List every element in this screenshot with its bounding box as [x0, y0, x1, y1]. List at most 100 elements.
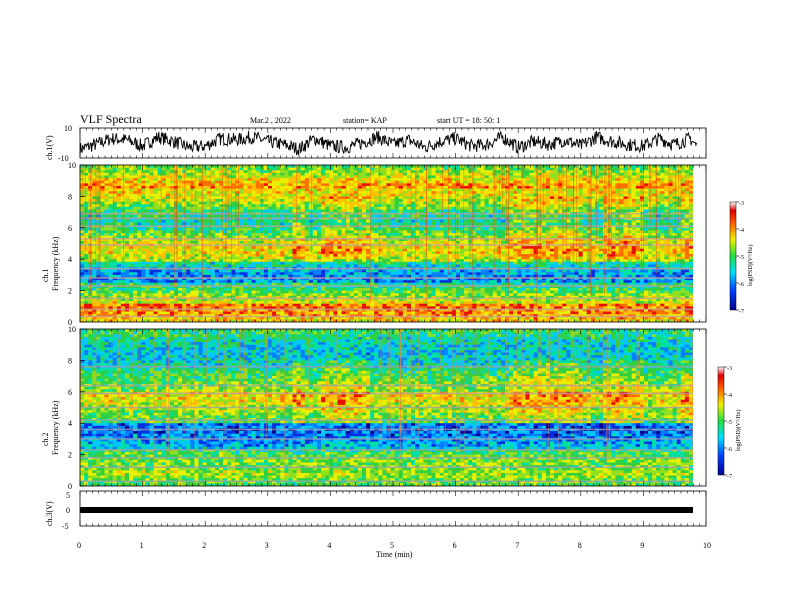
spectrogram-cell: [353, 185, 359, 189]
spectrogram-cell: [312, 170, 318, 174]
spectrogram-cell: [108, 230, 113, 234]
spectrogram-cell: [276, 167, 281, 171]
spectrogram-cell: [223, 233, 228, 236]
spectrogram-cell: [227, 272, 232, 276]
spectrogram-cell: [292, 196, 297, 200]
spectrogram-cell: [288, 246, 293, 250]
spectrogram-cell: [153, 298, 158, 302]
spectrogram-cell: [357, 175, 363, 179]
spectrogram-cell: [312, 277, 318, 281]
spectrogram-cell: [206, 238, 212, 242]
spectrogram-cell: [353, 295, 359, 299]
spectrogram-cell: [186, 183, 191, 187]
spectrogram-cell: [345, 272, 351, 276]
spectrogram-cell: [243, 301, 248, 304]
spectrogram-cell: [223, 206, 228, 210]
spectrogram-cell: [267, 319, 273, 322]
spectrogram-cell: [84, 180, 89, 184]
spectrogram-cell: [104, 290, 109, 294]
spectrogram-cell: [288, 201, 293, 205]
spectrogram-cell: [284, 256, 289, 260]
spectrogram-cell: [190, 238, 195, 242]
spectrogram-cell: [124, 170, 130, 174]
spectrogram-cell: [280, 196, 285, 200]
spectrogram-cell: [390, 261, 395, 265]
spectrogram-cell: [276, 172, 281, 176]
spectrogram-cell: [317, 233, 322, 236]
spectrogram-cell: [186, 201, 191, 205]
spectrogram-cell: [112, 311, 118, 315]
spectrogram-cell: [88, 282, 93, 286]
spectrogram-cell: [259, 227, 265, 231]
spectrogram-cell: [202, 269, 207, 273]
spectrogram-cell: [218, 214, 224, 218]
spectrogram-cell: [288, 274, 293, 278]
spectrogram-cell: [406, 293, 412, 297]
spectrogram-cell: [296, 293, 301, 297]
spectrogram-cell: [124, 214, 130, 218]
spectrogram-cell: [276, 316, 281, 320]
spectrogram-cell: [402, 285, 408, 289]
spectrogram-cell: [239, 214, 244, 218]
spectrogram-cell: [353, 193, 359, 197]
spectrogram-cell: [169, 295, 175, 299]
spectrogram-cell: [411, 238, 416, 242]
spectrogram-cell: [280, 264, 285, 268]
spectrogram-cell: [145, 240, 150, 244]
spectrogram-cell: [402, 290, 408, 294]
spectrogram-cell: [84, 193, 89, 197]
spectrogram-cell: [411, 201, 416, 205]
spectrogram-cell: [366, 206, 371, 210]
spectrogram-cell: [300, 227, 306, 231]
spectrogram-cell: [182, 282, 187, 286]
spectrogram-cell: [366, 238, 371, 242]
spectrogram-cell: [231, 235, 236, 239]
spectrogram-cell: [276, 308, 281, 312]
spectrogram-cell: [92, 175, 97, 179]
spectrogram-cell: [92, 303, 97, 307]
spectrogram-cell: [411, 214, 416, 218]
spectrogram-cell: [349, 204, 355, 208]
spectrogram-cell: [145, 191, 150, 195]
spectrogram-cell: [386, 191, 391, 195]
spectrogram-cell: [382, 222, 387, 226]
spectrogram-cell: [292, 206, 297, 210]
spectrogram-cell: [370, 277, 375, 281]
spectrogram-cell: [108, 290, 113, 294]
spectrogram-cell: [137, 170, 142, 174]
spectrogram-cell: [304, 185, 310, 189]
spectrogram-cell: [194, 165, 199, 168]
spectrogram-cell: [169, 178, 175, 181]
spectrogram-cell: [243, 165, 248, 168]
spectrogram-cell: [194, 240, 199, 244]
spectrogram-cell: [333, 280, 338, 284]
spectrogram-cell: [169, 269, 175, 273]
spectrogram-cell: [333, 295, 338, 299]
spectrogram-cell: [312, 191, 318, 195]
spectrogram-cell: [394, 240, 400, 244]
spectrogram-cell: [227, 246, 232, 250]
spectrogram-cell: [349, 290, 355, 294]
spectrogram-cell: [357, 277, 363, 281]
spectrogram-cell: [267, 269, 273, 273]
spectrogram-cell: [308, 306, 314, 310]
spectrogram-cell: [394, 238, 400, 242]
spectrogram-cell: [231, 248, 236, 252]
spectrogram-cell: [259, 295, 265, 299]
spectrogram-cell: [178, 227, 183, 231]
spectrogram-cell: [366, 170, 371, 174]
spectrogram-cell: [129, 269, 134, 273]
spectrogram-cell: [206, 272, 212, 276]
spectrogram-cell: [333, 269, 338, 273]
spectrogram-cell: [231, 280, 236, 284]
spectrogram-cell: [378, 183, 383, 187]
spectrogram-cell: [259, 301, 265, 304]
spectrogram-cell: [96, 285, 101, 289]
spectrogram-cell: [329, 261, 334, 265]
spectrogram-cell: [366, 303, 371, 307]
spectrogram-cell: [345, 314, 351, 318]
spectrogram-cell: [329, 269, 334, 273]
spectrogram-cell: [333, 170, 338, 174]
spectrogram-cell: [218, 178, 224, 181]
spectrogram-cell: [296, 295, 301, 299]
